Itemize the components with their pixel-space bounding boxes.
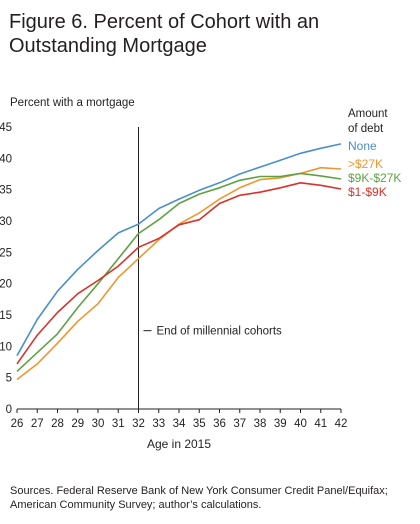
- y-tick-label-35: 35: [0, 185, 12, 197]
- x-tick-label-37: 37: [233, 418, 246, 430]
- y-axis-title: Percent with a mortgage: [10, 97, 135, 109]
- chart-title-line-2: Outstanding Mortgage: [9, 35, 207, 57]
- x-tick-label-26: 26: [11, 418, 24, 430]
- legend-item-over-27k: >$27K: [348, 157, 384, 171]
- x-tick-label-29: 29: [71, 418, 84, 430]
- x-tick-label-38: 38: [254, 418, 267, 430]
- y-tick-label-25: 25: [0, 247, 12, 259]
- chart-title-line-1: Figure 6. Percent of Cohort with an: [9, 11, 320, 33]
- legend-title-line-2: of debt: [348, 123, 384, 135]
- x-tick-label-35: 35: [193, 418, 206, 430]
- x-axis-ticks: 26 27 28 29 30 31 32 33 34 35 36 37 38 39 40 41 42: [11, 409, 348, 430]
- y-tick-label-0: 0: [6, 404, 12, 416]
- x-tick-label-36: 36: [213, 418, 226, 430]
- chart-title: Figure 6. Percent of Cohort with an Outs…: [9, 10, 409, 58]
- x-tick-label-41: 41: [314, 418, 327, 430]
- x-tick-label-39: 39: [274, 418, 287, 430]
- y-tick-label-40: 40: [0, 153, 12, 165]
- legend-item-none: None: [348, 139, 377, 153]
- series-line-none: [16, 143, 342, 357]
- y-tick-label-30: 30: [0, 216, 12, 228]
- legend-item-1-9k: $1-$9K: [348, 185, 387, 199]
- x-tick-label-42: 42: [335, 418, 348, 430]
- source-line-2: American Community Survey; author’s calc…: [10, 499, 262, 511]
- x-tick-label-31: 31: [112, 418, 125, 430]
- x-tick-label-40: 40: [294, 418, 307, 430]
- series-line-9k-27k: [16, 172, 342, 372]
- y-tick-label-15: 15: [0, 310, 12, 322]
- legend-title-line-1: Amount: [348, 108, 388, 120]
- source-line-1: Sources. Federal Reserve Bank of New Yor…: [10, 485, 388, 497]
- annotation-label: End of millennial cohorts: [157, 326, 283, 338]
- y-tick-label-5: 5: [6, 373, 12, 385]
- legend-title: Amount of debt: [348, 107, 414, 137]
- x-tick-label-33: 33: [152, 418, 165, 430]
- y-tick-label-45: 45: [0, 122, 12, 134]
- series-line-1-9k: [16, 182, 342, 365]
- x-axis-title: Age in 2015: [147, 437, 211, 451]
- source-note: Sources. Federal Reserve Bank of New Yor…: [10, 484, 415, 512]
- y-tick-label-20: 20: [0, 279, 12, 291]
- x-tick-label-30: 30: [92, 418, 105, 430]
- x-tick-label-34: 34: [173, 418, 186, 430]
- legend-item-9k-27k: $9K-$27K: [348, 171, 402, 185]
- y-axis-ticks: 0 5 10 15 20 25 30 35 40 45: [0, 122, 12, 416]
- x-tick-label-32: 32: [132, 418, 145, 430]
- x-tick-label-27: 27: [31, 418, 44, 430]
- x-tick-label-28: 28: [51, 418, 64, 430]
- y-tick-label-10: 10: [0, 341, 12, 353]
- chart-area: 0 5 10 15 20 25 30 35 40 45 26 27 28 29 30 31 32 33 34 35 3…: [0, 122, 348, 451]
- series-lines: [16, 143, 342, 381]
